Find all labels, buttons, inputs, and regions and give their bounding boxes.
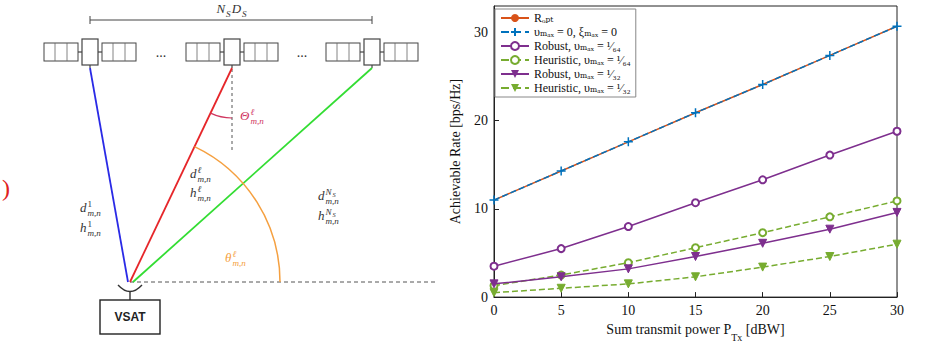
svg-text:Tx: Tx — [731, 332, 742, 343]
svg-text:N: N — [325, 187, 333, 197]
svg-text:VSAT: VSAT — [114, 310, 146, 324]
svg-text:h: h — [80, 220, 87, 235]
svg-text:30: 30 — [474, 25, 488, 40]
svg-text:Rₒₚₜ: Rₒₚₜ — [534, 11, 553, 25]
svg-text:m,n: m,n — [326, 216, 340, 226]
svg-text:N: N — [215, 1, 226, 16]
svg-text:Robust, υₘₐₓ = ¹⁄₆₄: Robust, υₘₐₓ = ¹⁄₆₄ — [534, 39, 621, 53]
svg-text:S: S — [332, 191, 336, 199]
svg-text:S: S — [332, 211, 336, 219]
svg-text:...: ... — [297, 45, 308, 60]
svg-text:15: 15 — [689, 303, 703, 318]
svg-text:ℓ: ℓ — [198, 165, 202, 175]
svg-text:0: 0 — [481, 290, 488, 305]
svg-text:m,n: m,n — [250, 116, 264, 126]
svg-text:1: 1 — [88, 199, 93, 209]
svg-text:Sum transmit power P: Sum transmit power P — [606, 322, 731, 337]
svg-text:υₘₐₓ = 0, ξₘₐₓ = 0: υₘₐₓ = 0, ξₘₐₓ = 0 — [534, 25, 617, 39]
svg-text:1: 1 — [88, 219, 93, 229]
svg-text:d: d — [190, 166, 197, 181]
svg-text:m,n: m,n — [88, 208, 102, 218]
svg-text:Achievable Rate [bps/Hz]: Achievable Rate [bps/Hz] — [448, 79, 463, 224]
svg-text:20: 20 — [474, 113, 488, 128]
svg-text:ℓ: ℓ — [232, 249, 236, 259]
svg-text:h: h — [190, 185, 197, 200]
svg-text:S: S — [226, 9, 231, 19]
svg-text:Heuristic, υₘₐₓ = ¹⁄₆₄: Heuristic, υₘₐₓ = ¹⁄₆₄ — [534, 53, 631, 67]
svg-text:30: 30 — [890, 303, 904, 318]
svg-text:θ: θ — [225, 250, 232, 265]
svg-text:h: h — [318, 208, 325, 223]
svg-text:[dBW]: [dBW] — [742, 322, 784, 337]
svg-text:m,n: m,n — [197, 174, 211, 185]
svg-text:0: 0 — [491, 303, 498, 318]
svg-text:ℓ: ℓ — [250, 107, 254, 117]
svg-text:D: D — [231, 1, 242, 16]
svg-text:10: 10 — [621, 303, 635, 318]
svg-text:S: S — [242, 9, 247, 19]
svg-text:m,n: m,n — [232, 258, 246, 268]
svg-text:10: 10 — [474, 201, 488, 216]
svg-text:5: 5 — [558, 303, 565, 318]
svg-text:Θ: Θ — [240, 108, 250, 123]
svg-text:N: N — [325, 207, 333, 217]
svg-text:...: ... — [156, 45, 167, 60]
svg-text:Heuristic, υₘₐₓ = ¹⁄₃₂: Heuristic, υₘₐₓ = ¹⁄₃₂ — [534, 81, 631, 95]
svg-text:d: d — [318, 188, 325, 203]
svg-text:Robust, υₘₐₓ = ¹⁄₃₂: Robust, υₘₐₓ = ¹⁄₃₂ — [534, 67, 621, 81]
svg-text:m,n: m,n — [198, 193, 212, 203]
svg-text:m,n: m,n — [326, 196, 340, 206]
svg-text:20: 20 — [756, 303, 770, 318]
svg-text:): ) — [2, 175, 10, 201]
svg-text:25: 25 — [823, 303, 837, 318]
svg-text:d: d — [80, 200, 87, 215]
svg-text:m,n: m,n — [88, 228, 102, 238]
svg-text:ℓ: ℓ — [198, 184, 202, 194]
